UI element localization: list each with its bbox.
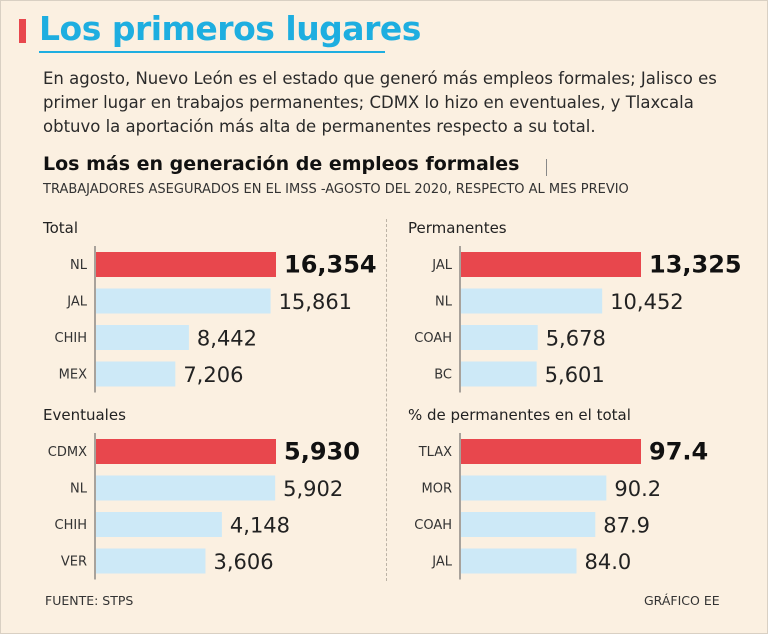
value-label: 10,452: [610, 290, 683, 314]
bar: [461, 361, 537, 387]
value-label: 7,206: [183, 363, 243, 387]
category-label: CHIH: [55, 331, 87, 346]
bar: [96, 361, 176, 387]
value-label: 87.9: [603, 514, 650, 538]
category-label: JAL: [431, 258, 452, 273]
bar: [461, 512, 596, 537]
panel-eventuales: Eventuales CDMX 5,930 NL 5,902 CHIH 4,148 VER 3…: [43, 406, 383, 582]
chart-total: NL 16,354 JAL 15,861 CHIH 8,442 MEX 7,206: [55, 246, 377, 393]
category-label: VER: [61, 555, 87, 570]
value-label: 15,861: [279, 290, 352, 314]
bar: [461, 288, 603, 314]
intro-text: En agosto, Nuevo León es el estado que g…: [43, 69, 717, 136]
value-label: 5,601: [545, 363, 605, 387]
category-label: CHIH: [55, 518, 87, 533]
value-label: 8,442: [197, 327, 257, 351]
value-label: 4,148: [230, 514, 290, 538]
category-label: CDMX: [48, 445, 87, 460]
chart-permanentes: JAL 13,325 NL 10,452 COAH 5,678 BC 5,601: [414, 246, 742, 393]
value-label: 97.4: [649, 438, 708, 466]
source-note: FUENTE: STPS: [45, 593, 134, 608]
category-label: NL: [70, 258, 88, 273]
value-label: 16,354: [284, 251, 377, 279]
chart-subtitle: Los más en generación de empleos formale…: [43, 153, 520, 175]
panel-title: Total: [43, 219, 79, 237]
page-title: Los primeros lugares: [39, 9, 421, 48]
category-label: MEX: [59, 368, 87, 383]
chart-description: TRABAJADORES ASEGURADOS EN EL IMSS -AGOS…: [43, 182, 629, 197]
chart-porcentaje: TLAX 97.4 MOR 90.2 COAH 87.9 JAL 84.0: [414, 433, 708, 580]
category-label: BC: [434, 368, 452, 383]
category-label: COAH: [414, 331, 452, 346]
column-divider: [386, 219, 387, 581]
value-label: 5,930: [284, 438, 360, 466]
bar: [96, 512, 222, 537]
value-label: 90.2: [614, 477, 661, 501]
title-underline: [39, 51, 385, 53]
value-label: 5,678: [546, 327, 606, 351]
panel-title: % de permanentes en el total: [408, 406, 631, 424]
category-label: NL: [435, 295, 453, 310]
bar: [461, 325, 538, 350]
chart-eventuales: CDMX 5,930 NL 5,902 CHIH 4,148 VER 3,606: [48, 433, 360, 580]
value-label: 5,902: [283, 477, 343, 501]
bar: [96, 475, 276, 501]
category-label: TLAX: [418, 445, 452, 460]
value-label: 3,606: [213, 550, 273, 574]
category-label: JAL: [431, 555, 452, 570]
bar: [461, 475, 607, 501]
bar: [96, 288, 271, 314]
category-label: NL: [70, 482, 88, 497]
subtitle-divider: [546, 159, 547, 176]
bar: [461, 252, 641, 277]
bar: [96, 439, 276, 464]
panel-title: Eventuales: [43, 406, 126, 424]
bar: [96, 325, 189, 350]
panel-title: Permanentes: [408, 219, 507, 237]
title-accent-bar: [19, 19, 26, 43]
category-label: MOR: [422, 482, 452, 497]
category-label: COAH: [414, 518, 452, 533]
panel-permanentes: Permanentes JAL 13,325 NL 10,452 COAH 5,678 BC…: [408, 219, 748, 395]
category-label: JAL: [66, 295, 87, 310]
panel-total: Total NL 16,354 JAL 15,861 CHIH 8,442 MEX 7,206: [43, 219, 383, 395]
value-label: 84.0: [585, 550, 632, 574]
bar: [461, 439, 641, 464]
panel-porcentaje: % de permanentes en el total TLAX 97.4 MOR…: [408, 406, 748, 582]
bar: [96, 548, 206, 574]
bar: [96, 252, 276, 277]
bar: [461, 548, 577, 574]
value-label: 13,325: [649, 251, 742, 279]
graphic-credit: GRÁFICO EE: [644, 593, 720, 608]
